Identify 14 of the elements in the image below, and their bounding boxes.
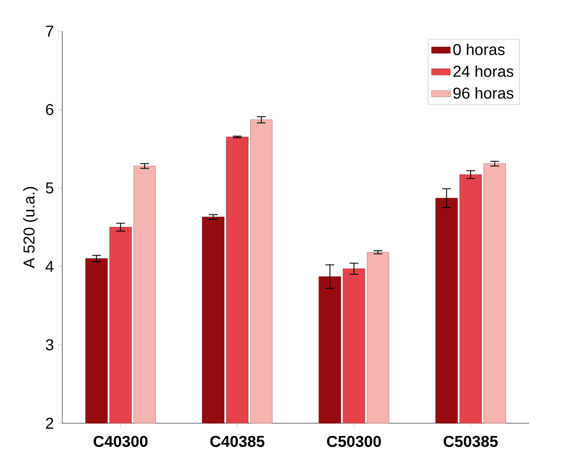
legend-label: 0 horas: [453, 44, 505, 56]
legend-label: 96 horas: [453, 87, 514, 99]
y-tick-label: 7: [46, 26, 54, 37]
x-tick-label: C40300: [94, 436, 148, 447]
y-tick-label: 4: [46, 260, 54, 272]
y-tick-label: 2: [46, 418, 54, 429]
legend-label: 24 horas: [453, 65, 514, 77]
y-tick-label: 5: [46, 182, 54, 194]
y-axis-title: A 520 (u.a.): [23, 187, 38, 268]
y-tick-label: 3: [46, 339, 54, 350]
x-tick-label: C40385: [210, 436, 264, 447]
x-tick-label: C50385: [444, 436, 498, 447]
x-tick-label: C50300: [327, 436, 381, 447]
y-tick-label: 6: [46, 104, 54, 116]
